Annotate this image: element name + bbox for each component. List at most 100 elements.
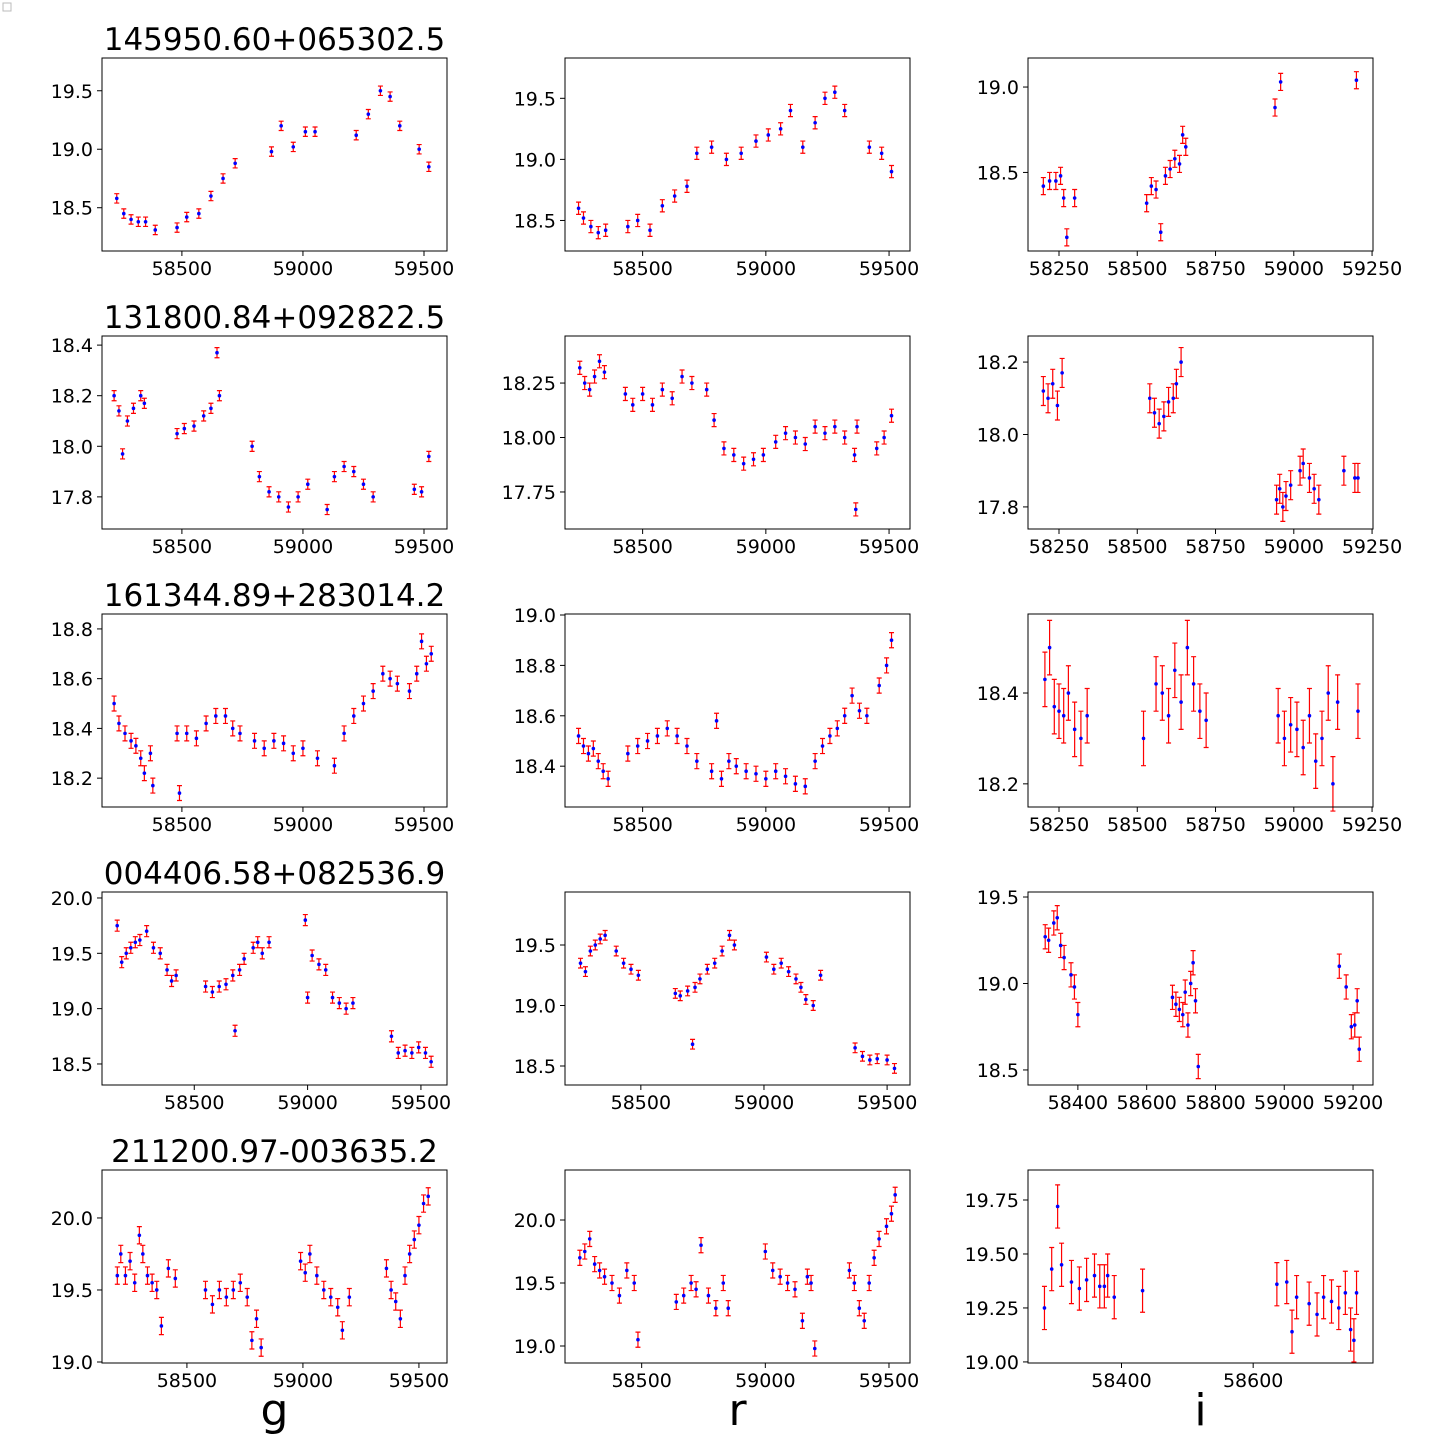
data-point	[252, 739, 257, 743]
y-tick-label: 19.00	[965, 1352, 1019, 1374]
data-point	[813, 120, 817, 125]
data-point	[117, 409, 121, 413]
data-point	[626, 224, 630, 229]
axes-frame	[101, 1169, 448, 1364]
data-point	[712, 961, 717, 965]
data-point	[867, 1281, 871, 1285]
data-point	[606, 776, 610, 781]
data-point	[169, 979, 174, 983]
data-point	[852, 1281, 857, 1285]
y-tick-label: 19.0	[51, 139, 93, 161]
data-point	[680, 374, 684, 379]
data-point	[142, 401, 147, 406]
data-point	[1174, 1002, 1178, 1007]
data-point	[254, 1316, 259, 1321]
data-point	[233, 1028, 237, 1033]
axes-frame	[564, 335, 911, 530]
y-tick-label: 19.5	[514, 1273, 556, 1295]
data-point	[793, 782, 798, 786]
data-point	[153, 228, 158, 232]
data-point	[1168, 167, 1172, 171]
data-point	[1061, 196, 1066, 200]
data-point	[1320, 736, 1324, 741]
data-point	[194, 736, 199, 741]
data-point	[1329, 1299, 1334, 1304]
data-point	[1356, 709, 1360, 713]
data-point	[1092, 1273, 1097, 1278]
x-tick-label: 59500	[859, 814, 919, 836]
data-point	[699, 1243, 703, 1248]
data-point	[693, 985, 697, 990]
data-point	[709, 769, 714, 774]
axes-frame	[101, 57, 448, 252]
data-point	[1326, 691, 1331, 695]
data-point	[279, 124, 283, 128]
data-point	[1046, 938, 1051, 943]
data-point	[855, 424, 859, 429]
data-point	[175, 731, 179, 736]
data-point	[407, 1252, 412, 1256]
data-point	[123, 731, 127, 736]
x-tick-label: 59250	[1342, 258, 1402, 280]
data-point	[889, 169, 894, 174]
data-point	[332, 474, 337, 479]
data-point	[793, 1287, 797, 1292]
panel-title: 004406.58+082536.9	[104, 856, 446, 892]
y-tick-label: 19.50	[965, 1244, 1019, 1266]
data-point	[1336, 1306, 1341, 1310]
panel-title: 145950.60+065302.5	[104, 22, 446, 58]
data-point	[1166, 400, 1171, 404]
axes-frame	[1027, 57, 1374, 252]
data-point	[393, 1299, 398, 1304]
data-point	[134, 744, 138, 748]
data-point	[257, 474, 262, 479]
data-point	[143, 219, 148, 224]
data-point	[766, 133, 771, 137]
data-point	[395, 681, 400, 686]
panel: 58400 58600 58800 59000 59200 18.5 19.0 19.5	[977, 887, 1384, 1114]
data-point	[120, 452, 125, 456]
data-point	[1042, 1306, 1047, 1310]
data-point	[1160, 691, 1165, 695]
data-point	[1170, 995, 1175, 1000]
data-point	[1321, 1295, 1326, 1299]
x-tick-label: 59500	[389, 1370, 449, 1392]
data-point	[142, 771, 147, 775]
data-point	[426, 1194, 431, 1199]
data-point	[596, 759, 601, 763]
data-point	[337, 1001, 342, 1005]
data-point	[889, 638, 894, 643]
data-point	[223, 714, 228, 718]
data-point	[635, 744, 640, 748]
data-point	[690, 1042, 695, 1047]
data-point	[1193, 998, 1198, 1003]
data-point	[1047, 645, 1052, 650]
x-tick-label: 59500	[859, 1370, 919, 1392]
data-point	[335, 1305, 340, 1310]
data-point	[576, 734, 581, 738]
data-point	[720, 949, 724, 953]
data-point	[184, 215, 189, 219]
data-point	[813, 424, 817, 429]
panel: 145950.60+065302.5 58500 59000 59500 18.5 19.…	[51, 22, 455, 280]
data-point	[685, 744, 689, 748]
data-point	[1051, 921, 1056, 925]
data-point	[689, 1281, 693, 1285]
data-point	[853, 1046, 857, 1050]
x-tick-label: 58250	[1029, 814, 1089, 836]
y-tick-label: 19.75	[965, 1190, 1019, 1212]
data-point	[1158, 230, 1163, 235]
y-tick-label: 18.5	[51, 1054, 93, 1076]
data-point	[398, 1316, 403, 1321]
data-point	[1049, 1267, 1054, 1271]
data-point	[1298, 468, 1302, 473]
data-point	[1052, 704, 1057, 709]
x-tick-label: 58600	[1116, 1092, 1176, 1114]
data-point	[706, 1293, 711, 1298]
data-point	[1344, 985, 1348, 989]
data-point	[823, 96, 827, 101]
data-point	[601, 769, 605, 774]
data-point	[722, 446, 726, 451]
data-point	[739, 151, 743, 156]
